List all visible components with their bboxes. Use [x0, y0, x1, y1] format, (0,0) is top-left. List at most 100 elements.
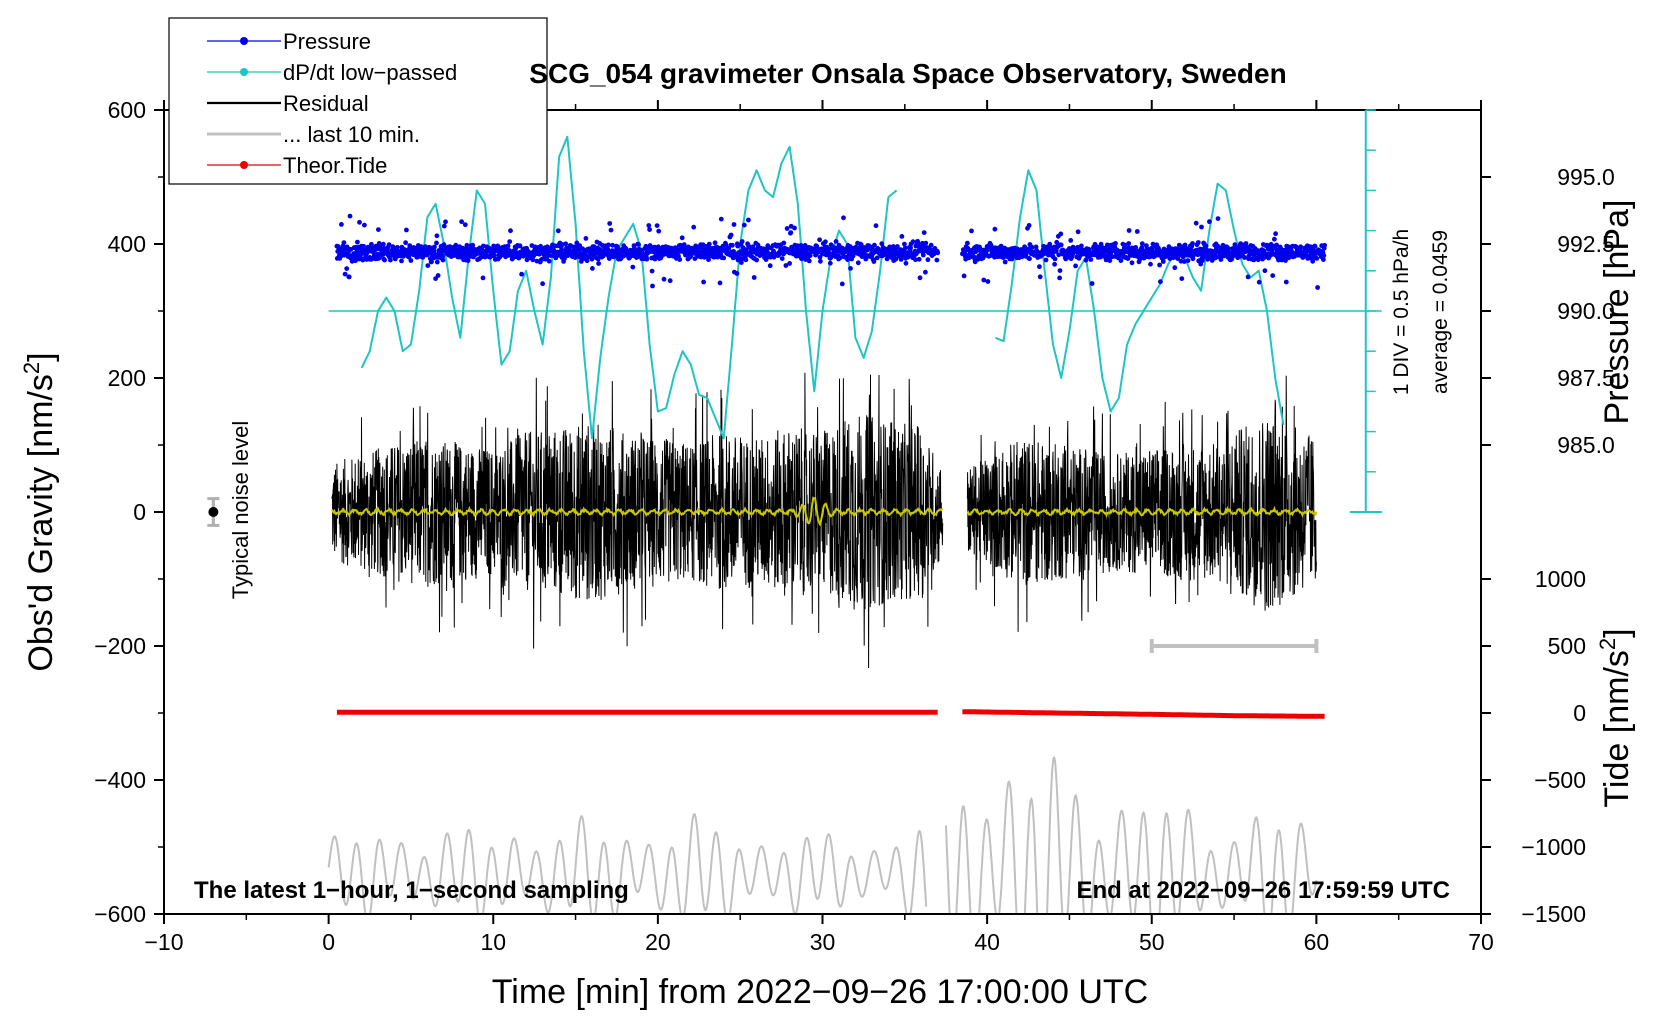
pressure-point [1056, 252, 1062, 258]
annotation-bottom-right: End at 2022−09−26 17:59:59 UTC [1076, 877, 1450, 904]
pressure-point [399, 258, 404, 264]
pressure-point [355, 239, 360, 245]
pressure-point [1298, 244, 1304, 250]
pressure-point [969, 228, 974, 234]
pressure-point [751, 275, 757, 280]
pressure-point [1129, 260, 1135, 266]
pressure-point [1255, 257, 1261, 263]
pressure-point [346, 274, 352, 280]
pressure-point [1139, 241, 1145, 247]
pressure-point [792, 225, 797, 231]
pressure-point [388, 257, 393, 263]
pressure-point [376, 227, 381, 233]
pressure-point [893, 256, 899, 262]
y-axis-tide-label: Tide [nm/s2] [1595, 628, 1636, 807]
pressure-point [403, 240, 408, 246]
pressure-point [1172, 265, 1178, 271]
pressure-point [1312, 244, 1318, 249]
pressure-point [902, 245, 908, 251]
pressure-point [1026, 223, 1032, 228]
pressure-point [895, 244, 900, 249]
pressure-point [584, 258, 590, 264]
pressure-point [1321, 257, 1326, 262]
pressure-point [357, 219, 362, 225]
x-tick-label: 20 [645, 929, 671, 955]
dpdt-series-line [995, 169, 1285, 426]
pressure-point [530, 257, 536, 263]
pressure-point [1029, 245, 1035, 250]
pressure-point [610, 242, 615, 248]
pressure-point [404, 227, 409, 233]
pressure-point [1283, 279, 1289, 285]
pressure-point [540, 281, 545, 287]
pressure-point [923, 240, 929, 246]
pressure-point [1322, 242, 1327, 248]
pressure-point [435, 273, 441, 278]
tide-tick-label: −1000 [1521, 834, 1586, 860]
pressure-point [734, 271, 740, 276]
pressure-point [706, 257, 711, 263]
pressure-point [667, 278, 673, 284]
pressure-point [440, 257, 446, 263]
pressure-point [1315, 285, 1320, 290]
pressure-point [606, 242, 611, 248]
pressure-point [632, 245, 637, 251]
pressure-point [1243, 241, 1249, 246]
pressure-point [1057, 275, 1062, 281]
pressure-point [823, 239, 828, 245]
pressure-point [649, 268, 655, 274]
pressure-point [1215, 243, 1220, 249]
pressure-point [578, 259, 584, 264]
pressure-point [833, 239, 839, 244]
pressure-point [583, 236, 589, 241]
pressure-point [1274, 242, 1279, 248]
pressure-point [590, 266, 595, 271]
pressure-point [344, 266, 350, 271]
pressure-point [1215, 216, 1221, 222]
pressure-point [730, 242, 735, 248]
pressure-point [434, 259, 440, 265]
pressure-point [1043, 257, 1049, 263]
pressure-point [985, 279, 991, 284]
y-tick-label: 400 [108, 231, 146, 257]
pressure-point [873, 223, 879, 229]
pressure-point [650, 283, 655, 289]
pressure-point [1057, 268, 1063, 273]
pressure-point [934, 257, 940, 263]
x-tick-label: 50 [1139, 929, 1165, 955]
pressure-point [462, 222, 468, 228]
pressure-point [453, 242, 459, 248]
pressure-point [795, 243, 800, 249]
legend-label: ... last 10 min. [283, 122, 420, 147]
pressure-point [717, 280, 723, 286]
y-tick-label: 600 [108, 97, 146, 123]
tide-tick-label: 500 [1548, 633, 1586, 659]
pressure-point [381, 241, 386, 247]
pressure-point [837, 255, 843, 261]
pressure-point [596, 261, 601, 266]
pressure-tick-label: 985.0 [1557, 432, 1615, 458]
tide-tick-label: −1500 [1521, 901, 1586, 927]
pressure-point [739, 239, 745, 244]
x-tick-label: 40 [974, 929, 1000, 955]
pressure-point [908, 245, 913, 251]
pressure-point [1137, 257, 1143, 262]
filtered-residual-line [331, 496, 944, 527]
pressure-point [605, 246, 611, 252]
pressure-point [721, 255, 727, 261]
pressure-point [342, 271, 348, 277]
pressure-tick-label: 995.0 [1557, 164, 1615, 190]
pressure-point [902, 241, 907, 247]
pressure-point [899, 234, 905, 239]
pressure-point [1226, 246, 1232, 252]
pressure-point [925, 257, 931, 263]
y-tick-label: 200 [108, 365, 146, 391]
pressure-point [827, 260, 833, 266]
pressure-point [434, 240, 439, 246]
residual-series-line [966, 375, 1317, 632]
pressure-point [1052, 256, 1058, 262]
pressure-point [341, 240, 347, 246]
pressure-point [459, 219, 464, 225]
pressure-point [1075, 244, 1081, 250]
pressure-point [920, 252, 926, 258]
